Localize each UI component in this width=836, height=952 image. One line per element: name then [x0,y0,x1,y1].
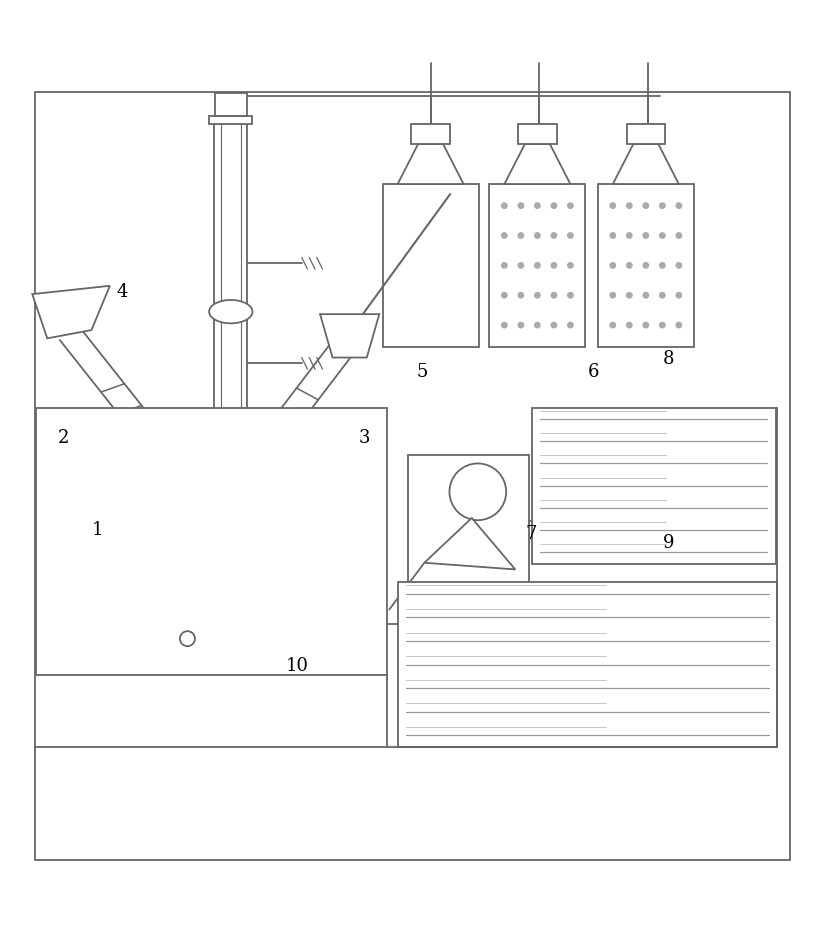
Circle shape [534,203,539,208]
Circle shape [551,203,556,208]
Circle shape [517,203,522,208]
Bar [517,124,556,144]
Circle shape [609,203,614,208]
Circle shape [517,263,522,268]
Circle shape [517,233,522,238]
Circle shape [502,323,507,327]
Circle shape [534,323,539,327]
Circle shape [551,263,556,268]
Circle shape [534,263,539,268]
Circle shape [502,263,507,268]
Circle shape [568,233,572,238]
Polygon shape [612,144,678,184]
Bar [597,184,693,347]
Circle shape [643,323,648,327]
Circle shape [675,292,681,298]
Polygon shape [319,314,379,358]
Circle shape [626,292,631,298]
Bar [209,115,252,124]
Circle shape [568,263,572,268]
Circle shape [534,233,539,238]
Circle shape [609,292,614,298]
Bar [382,184,478,347]
Polygon shape [424,518,515,569]
Circle shape [568,292,572,298]
Circle shape [675,233,681,238]
Bar [211,412,251,419]
Text: 10: 10 [286,657,308,675]
Circle shape [675,323,681,327]
Bar [489,184,584,347]
Circle shape [675,263,681,268]
Text: 4: 4 [116,284,128,302]
Text: 3: 3 [358,429,370,447]
Polygon shape [33,286,110,338]
Circle shape [449,464,506,520]
Circle shape [643,263,648,268]
Ellipse shape [209,300,252,324]
Bar [532,407,775,564]
Text: 9: 9 [662,534,674,552]
Text: 7: 7 [525,526,536,544]
Circle shape [93,418,318,643]
Circle shape [502,233,507,238]
Text: 2: 2 [59,429,69,447]
Bar [215,93,247,116]
Bar [74,622,366,655]
Circle shape [568,203,572,208]
Circle shape [659,323,664,327]
Circle shape [502,203,507,208]
Circle shape [517,323,522,327]
Circle shape [659,203,664,208]
Polygon shape [504,144,569,184]
Circle shape [568,323,572,327]
Bar [626,124,665,144]
Circle shape [659,233,664,238]
Circle shape [517,292,522,298]
Bar [411,124,449,144]
Circle shape [659,292,664,298]
Bar [217,418,245,432]
Circle shape [609,323,614,327]
Circle shape [626,323,631,327]
Text: 5: 5 [416,363,428,381]
Circle shape [675,203,681,208]
Text: 1: 1 [91,522,103,539]
Circle shape [643,233,648,238]
Circle shape [551,292,556,298]
Bar [37,407,386,675]
Circle shape [626,233,631,238]
Bar [397,582,777,747]
Circle shape [502,292,507,298]
Circle shape [180,631,195,646]
Circle shape [643,292,648,298]
Circle shape [609,233,614,238]
Polygon shape [397,144,463,184]
Circle shape [551,323,556,327]
Bar [407,455,528,586]
Circle shape [609,263,614,268]
Circle shape [626,203,631,208]
Circle shape [626,263,631,268]
Circle shape [659,263,664,268]
Circle shape [551,233,556,238]
Circle shape [643,203,648,208]
Text: 8: 8 [662,350,674,368]
Circle shape [534,292,539,298]
Text: 6: 6 [587,363,599,381]
